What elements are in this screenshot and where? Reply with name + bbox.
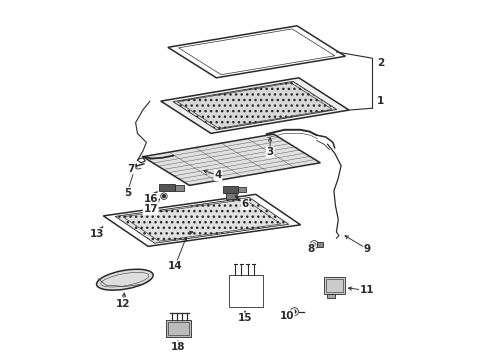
Text: 13: 13 xyxy=(90,229,104,239)
FancyBboxPatch shape xyxy=(223,186,238,193)
Circle shape xyxy=(163,195,166,198)
FancyBboxPatch shape xyxy=(226,193,237,199)
Text: 8: 8 xyxy=(308,244,315,254)
Bar xyxy=(327,294,335,298)
Polygon shape xyxy=(143,134,320,185)
Text: 16: 16 xyxy=(144,194,158,204)
Polygon shape xyxy=(173,81,337,130)
Bar xyxy=(168,322,189,335)
Bar xyxy=(166,320,191,337)
Text: 17: 17 xyxy=(144,204,158,215)
Polygon shape xyxy=(168,26,345,78)
Text: 4: 4 xyxy=(215,170,222,180)
Text: 3: 3 xyxy=(267,147,274,157)
Text: 7: 7 xyxy=(127,163,135,174)
Bar xyxy=(317,242,323,247)
Text: 12: 12 xyxy=(116,299,130,309)
Polygon shape xyxy=(115,198,289,243)
Text: 10: 10 xyxy=(280,311,294,320)
Circle shape xyxy=(293,310,296,313)
FancyBboxPatch shape xyxy=(238,187,245,192)
Polygon shape xyxy=(161,78,349,134)
Bar xyxy=(326,279,343,292)
Text: 1: 1 xyxy=(377,96,384,106)
Text: 18: 18 xyxy=(171,342,185,352)
Ellipse shape xyxy=(97,269,153,290)
FancyBboxPatch shape xyxy=(159,184,175,192)
Text: 15: 15 xyxy=(238,313,252,323)
Bar xyxy=(229,275,263,307)
Text: 11: 11 xyxy=(360,285,374,296)
Text: 6: 6 xyxy=(242,199,248,210)
Text: 2: 2 xyxy=(377,58,384,68)
Bar xyxy=(324,277,344,294)
Polygon shape xyxy=(103,194,300,246)
FancyBboxPatch shape xyxy=(175,185,184,191)
Circle shape xyxy=(313,243,316,246)
Text: 5: 5 xyxy=(124,188,131,198)
Text: 14: 14 xyxy=(168,261,182,271)
Text: 9: 9 xyxy=(364,244,370,254)
